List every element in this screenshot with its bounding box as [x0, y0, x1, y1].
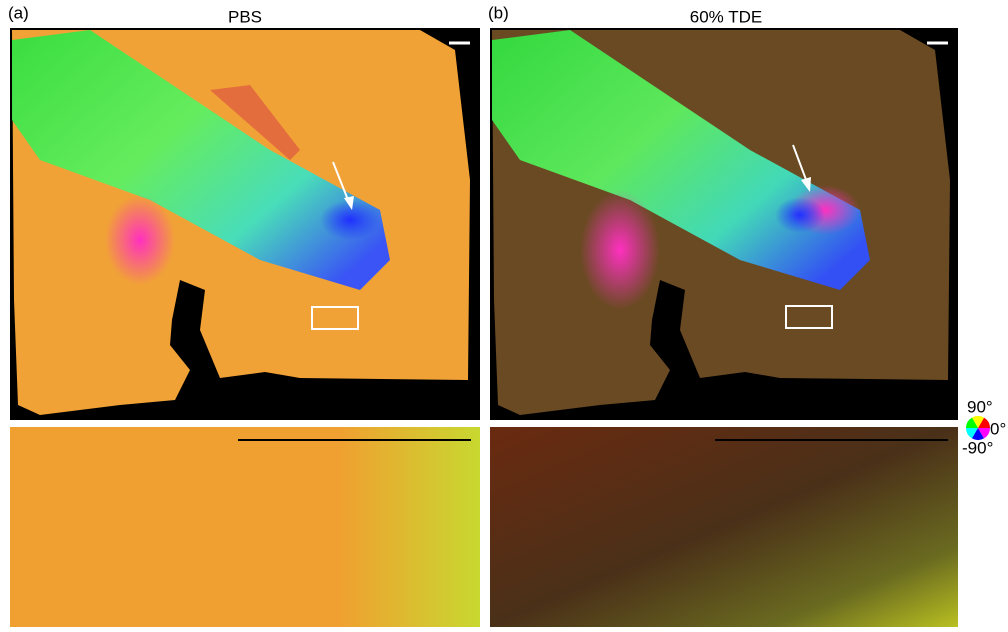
- color-region: [775, 197, 825, 233]
- color-region: [105, 195, 175, 285]
- legend-label: -90°: [962, 438, 993, 457]
- color-wheel: [966, 416, 990, 440]
- color-region: [580, 190, 660, 310]
- legend-label: 90°: [967, 397, 993, 416]
- panel-title: PBS: [228, 7, 262, 26]
- panel-label: (b): [488, 3, 509, 22]
- panel-title: 60% TDE: [690, 7, 762, 26]
- zoom-image: [10, 427, 480, 627]
- legend-label: 0°: [990, 419, 1006, 438]
- panel-label: (a): [8, 3, 29, 22]
- zoom-image: [490, 427, 958, 627]
- figure: (a) PBS (b) 60% TDE 90° 0° -90°: [0, 0, 1008, 627]
